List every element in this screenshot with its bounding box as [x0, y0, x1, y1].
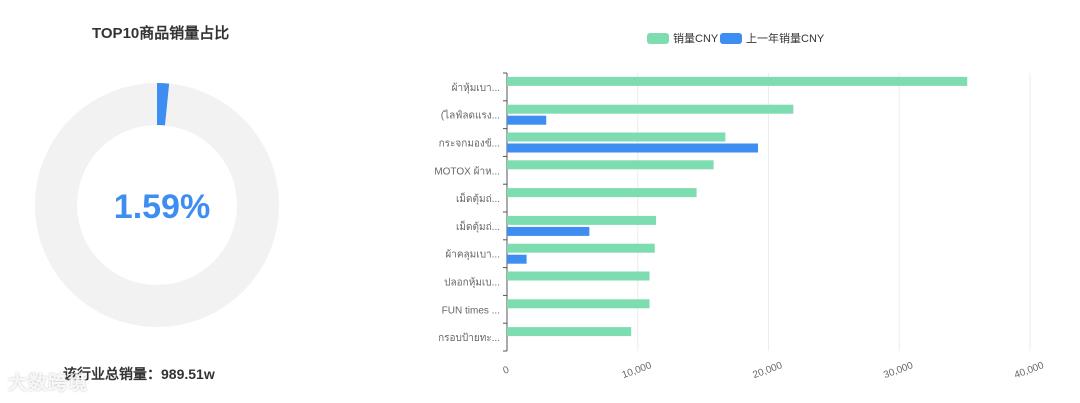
industry-total-sales: 该行业总销量：989.51w: [63, 364, 215, 384]
footer-value: 989.51w: [161, 366, 215, 382]
bar-previous-year: [507, 143, 759, 153]
y-tick-label: FUN times ...: [442, 305, 500, 316]
legend-swatch: [720, 33, 742, 44]
bar-current-year: [507, 243, 655, 253]
bar-previous-year: [507, 254, 527, 264]
bar-current-year: [507, 132, 726, 142]
donut-arc: [35, 83, 279, 327]
watermark-logo: 大数跨境: [8, 373, 89, 394]
bar-current-year: [507, 188, 697, 198]
y-tick-label: เม็ดตุ้มถ่...: [456, 191, 500, 205]
bar-current-year: [507, 327, 632, 337]
x-tick-label: 10,000: [621, 360, 654, 381]
x-tick-label: 0: [502, 364, 511, 376]
y-tick-label: ผ้าคลุมเบา...: [445, 249, 500, 261]
footer-label: 该行业总销量：: [63, 366, 161, 382]
legend-label: 上一年销量CNY: [746, 31, 825, 45]
x-tick-label: 30,000: [882, 360, 915, 381]
bar-previous-year: [507, 115, 547, 125]
bar-current-year: [507, 299, 650, 309]
bar-current-year: [507, 160, 714, 170]
bar-current-year: [507, 76, 968, 86]
bar-previous-year: [507, 226, 590, 236]
bar-current-year: [507, 104, 794, 114]
y-tick-label: เม็ดตุ้มถ่...: [456, 219, 500, 233]
x-tick-label: 40,000: [1013, 360, 1046, 381]
legend-swatch: [647, 33, 669, 44]
y-tick-label: กระจกมองข้...: [439, 138, 500, 150]
donut-percent-label: 1.59%: [114, 188, 210, 226]
y-tick-label: ผ้าหุ้มเบา...: [452, 82, 500, 94]
x-tick-label: 20,000: [751, 360, 784, 381]
left-panel-title: TOP10商品销量占比: [92, 25, 230, 42]
y-tick-label: (ไลฟ์ลดแรง...: [441, 110, 500, 122]
y-tick-label: MOTOX ผ้าห...: [434, 165, 500, 177]
percentage-donut: 1.59%: [35, 83, 279, 327]
bar-current-year: [507, 271, 650, 281]
legend-label: 销量CNY: [673, 31, 719, 45]
y-tick-label: ปลอกหุ้มเบ...: [444, 277, 500, 289]
bar-current-year: [507, 215, 657, 225]
y-tick-label: กรอบป้ายทะ...: [438, 332, 500, 344]
